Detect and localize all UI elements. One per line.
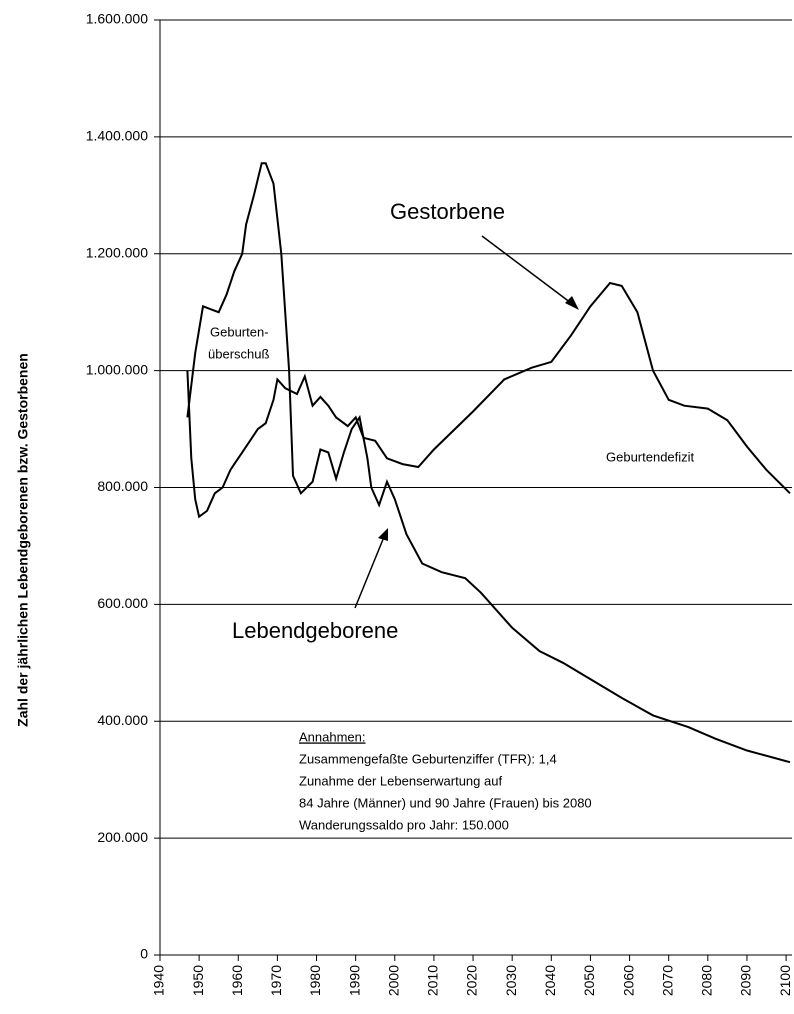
y-tick-label: 600.000 <box>97 595 148 611</box>
annotation: Geburtendefizit <box>606 449 695 464</box>
y-tick-label: 1.000.000 <box>86 361 148 377</box>
annotation: überschuß <box>208 346 269 361</box>
x-tick-label: 2030 <box>503 965 519 996</box>
x-tick-label: 2040 <box>542 965 558 996</box>
note: Zunahme der Lebenserwartung auf <box>299 773 502 788</box>
series-line <box>186 162 791 764</box>
y-axis-title: Zahl der jährlichen Lebendgeborenen bzw.… <box>15 353 31 727</box>
x-tick-label: 1950 <box>190 965 206 996</box>
note: 84 Jahre (Männer) und 90 Jahre (Frauen) … <box>299 795 592 810</box>
x-tick-label: 1980 <box>307 965 323 996</box>
y-tick-label: 1.200.000 <box>86 244 148 260</box>
series-line <box>186 281 791 519</box>
y-tick-label: 200.000 <box>97 829 148 845</box>
x-tick-label: 1990 <box>346 965 362 996</box>
y-tick-label: 0 <box>140 946 148 962</box>
x-tick-label: 2050 <box>581 965 597 996</box>
x-tick-label: 2060 <box>620 965 636 996</box>
y-tick-label: 1.600.000 <box>86 11 148 27</box>
arrow <box>354 531 387 609</box>
annotation: Geburten- <box>210 324 269 339</box>
y-tick-label: 1.400.000 <box>86 128 148 144</box>
x-tick-label: 2090 <box>738 965 754 996</box>
y-tick-label: 400.000 <box>97 712 148 728</box>
note: Wanderungssaldo pro Jahr: 150.000 <box>299 817 509 832</box>
annotation: Gestorbene <box>390 199 505 224</box>
arrow <box>481 235 576 307</box>
x-tick-label: 2080 <box>699 965 715 996</box>
note-heading: Annahmen: <box>299 729 366 744</box>
x-tick-label: 2020 <box>464 965 480 996</box>
y-tick-label: 800.000 <box>97 478 148 494</box>
x-tick-label: 1970 <box>268 965 284 996</box>
x-tick-label: 2070 <box>659 965 675 996</box>
arrow-head <box>378 528 388 541</box>
arrow-head <box>565 296 579 310</box>
annotation: Lebendgeborene <box>232 618 398 643</box>
x-tick-label: 2100 <box>777 965 793 996</box>
note: Zusammengefaßte Geburtenziffer (TFR): 1,… <box>299 751 557 766</box>
x-tick-label: 1960 <box>229 965 245 996</box>
x-tick-label: 2010 <box>425 965 441 996</box>
x-tick-label: 2000 <box>385 965 401 996</box>
x-tick-label: 1940 <box>151 965 167 996</box>
